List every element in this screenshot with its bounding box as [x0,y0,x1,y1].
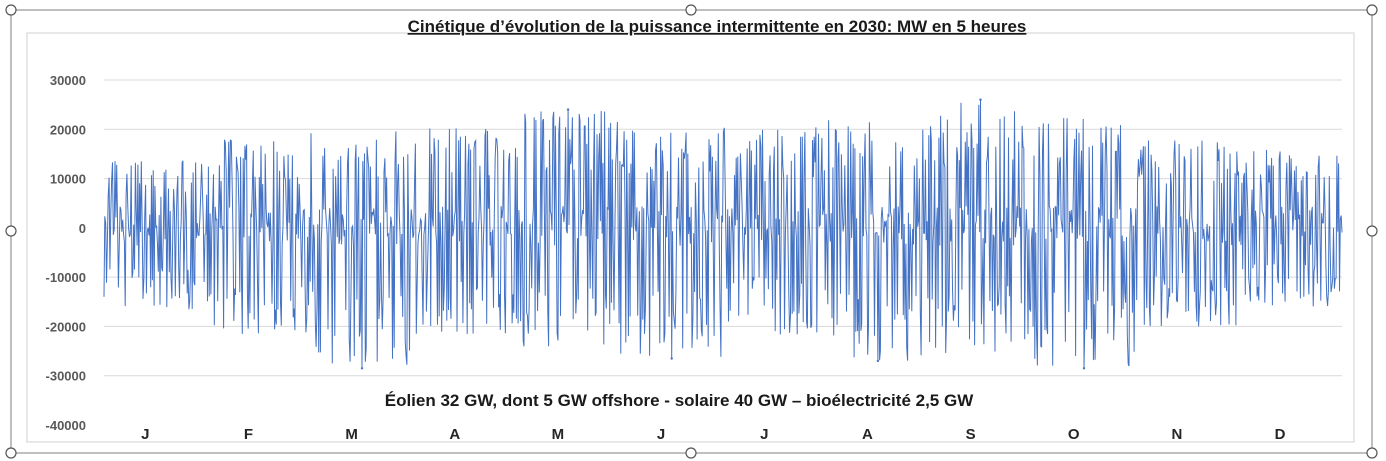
y-tick-label: -10000 [46,270,86,285]
chart-caption: Éolien 32 GW, dont 5 GW offshore - solai… [385,391,974,410]
extreme-point [979,98,982,101]
x-tick-label-month: J [760,426,768,443]
resize-handle-middle-right[interactable] [1366,225,1378,237]
x-tick-label-month: A [862,426,873,443]
x-tick-label-month: F [244,426,253,443]
x-tick-label-month: J [657,426,665,443]
resize-handle-top-center[interactable] [685,4,697,16]
resize-handle-bottom-right[interactable] [1366,447,1378,459]
resize-handle-bottom-left[interactable] [5,447,17,459]
y-axis-ticks: 30000 20000 10000 0 -10000 -20000 -30000 -40000 [46,73,86,433]
y-tick-label: 30000 [50,73,86,88]
resize-handle-top-right[interactable] [1366,4,1378,16]
x-tick-label-month: M [345,426,358,443]
y-tick-label: 20000 [50,122,86,137]
extreme-point [1082,367,1086,370]
y-tick-label: 0 [79,221,86,236]
x-tick-label-month: O [1068,426,1080,443]
series-power [103,98,1343,370]
y-tick-label: -40000 [46,418,86,433]
chart-title: Cinétique d’évolution de la puissance in… [408,17,1027,36]
extreme-point [876,359,880,363]
extreme-point [360,367,364,370]
extreme-point [670,357,673,360]
y-tick-label: 10000 [50,172,86,187]
extreme-point [566,108,570,111]
series-line [103,99,1343,369]
resize-handle-middle-left[interactable] [5,225,17,237]
x-tick-label-month: S [966,426,976,443]
x-tick-label-month: D [1275,426,1286,443]
x-tick-label-month: J [141,426,149,443]
y-tick-label: -30000 [46,369,86,384]
x-tick-label-month: M [552,426,565,443]
x-tick-label-month: N [1172,426,1183,443]
resize-handle-bottom-center[interactable] [685,447,697,459]
y-tick-label: -20000 [46,319,86,334]
resize-handle-top-left[interactable] [5,4,17,16]
x-tick-label-month: A [449,426,460,443]
